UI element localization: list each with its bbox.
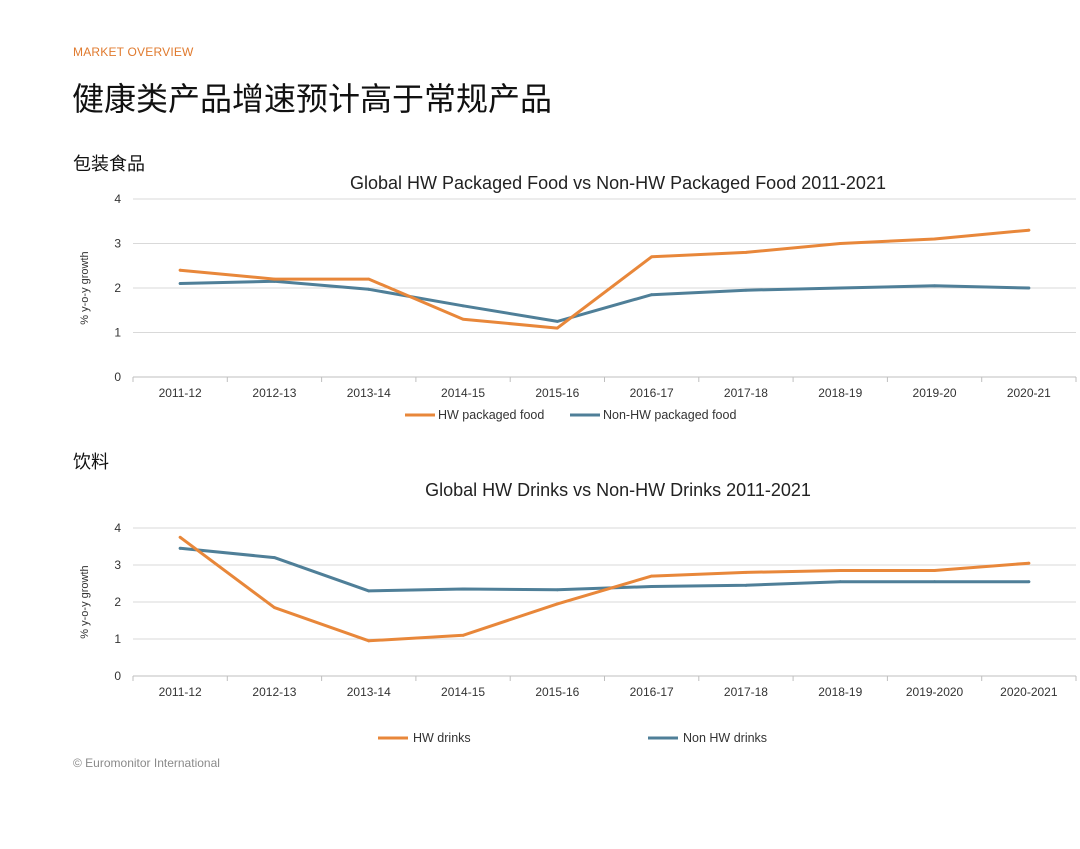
legend-label: HW packaged food bbox=[438, 408, 544, 422]
x-tick-label: 2011-12 bbox=[159, 685, 202, 699]
data-point bbox=[933, 284, 936, 288]
x-tick-label: 2020-2021 bbox=[1000, 685, 1058, 699]
data-point bbox=[178, 535, 182, 539]
x-tick-label: 2012-13 bbox=[252, 386, 296, 400]
data-point bbox=[838, 580, 842, 584]
x-tick-label: 2014-15 bbox=[441, 386, 485, 400]
y-tick-label: 4 bbox=[114, 521, 121, 535]
data-point bbox=[555, 602, 559, 606]
y-tick-label: 0 bbox=[114, 669, 121, 683]
data-point bbox=[273, 556, 276, 559]
data-point bbox=[273, 279, 276, 283]
x-tick-label: 2018-19 bbox=[818, 386, 862, 400]
data-point bbox=[555, 588, 559, 592]
y-tick-label: 3 bbox=[114, 558, 121, 572]
series-line-0 bbox=[178, 228, 1031, 330]
data-point bbox=[273, 277, 276, 281]
data-point bbox=[933, 237, 936, 241]
x-tick-label: 2016-17 bbox=[630, 685, 674, 699]
chart-packaged-food: Global HW Packaged Food vs Non-HW Packag… bbox=[0, 160, 1080, 440]
data-point bbox=[744, 251, 748, 254]
x-tick-label: 2015-16 bbox=[535, 685, 579, 699]
data-point bbox=[838, 286, 842, 290]
data-point bbox=[1027, 286, 1031, 290]
data-point bbox=[367, 287, 371, 291]
section-label-drinks: 饮料 bbox=[73, 452, 109, 473]
data-point bbox=[367, 589, 371, 593]
y-tick-label: 1 bbox=[114, 326, 121, 340]
x-tick-label: 2013-14 bbox=[347, 386, 391, 400]
page-title: 健康类产品增速预计高于常规产品 bbox=[72, 80, 553, 118]
legend-label: Non-HW packaged food bbox=[603, 408, 736, 422]
data-point bbox=[367, 277, 371, 281]
x-tick-label: 2015-16 bbox=[535, 386, 579, 400]
x-tick-label: 2014-15 bbox=[441, 685, 485, 699]
data-point bbox=[1027, 228, 1031, 232]
x-tick-label: 2019-20 bbox=[913, 386, 957, 400]
chart-drinks-svg: Global HW Drinks vs Non-HW Drinks 2011-2… bbox=[79, 480, 1077, 745]
series-line-1 bbox=[178, 279, 1031, 323]
data-point bbox=[744, 571, 748, 574]
x-tick-label: 2017-18 bbox=[724, 685, 768, 699]
section-label-packaged-food: 包装食品 bbox=[73, 154, 145, 175]
data-point bbox=[178, 546, 182, 550]
data-point bbox=[744, 583, 748, 587]
y-axis-label: % y-o-y growth bbox=[79, 251, 91, 324]
data-point bbox=[461, 587, 465, 591]
data-point bbox=[461, 633, 465, 637]
data-point bbox=[461, 317, 465, 321]
series-line-1 bbox=[178, 546, 1031, 593]
x-tick-label: 2012-13 bbox=[252, 685, 296, 699]
x-tick-label: 2019-2020 bbox=[906, 685, 964, 699]
data-point bbox=[650, 585, 654, 588]
data-point bbox=[838, 569, 842, 572]
data-point bbox=[461, 304, 465, 308]
y-tick-label: 2 bbox=[114, 595, 121, 609]
x-tick-label: 2018-19 bbox=[818, 685, 862, 699]
y-tick-label: 3 bbox=[114, 237, 121, 251]
chart-packaged-food-svg: Global HW Packaged Food vs Non-HW Packag… bbox=[79, 173, 1077, 422]
data-point bbox=[555, 319, 559, 323]
kicker-label: MARKET OVERVIEW bbox=[73, 45, 194, 59]
x-tick-label: 2020-21 bbox=[1007, 386, 1051, 400]
data-point bbox=[555, 326, 559, 330]
y-tick-label: 0 bbox=[114, 370, 121, 384]
chart-title: Global HW Drinks vs Non-HW Drinks 2011-2… bbox=[425, 480, 811, 500]
data-point bbox=[838, 242, 842, 245]
data-point bbox=[933, 580, 936, 584]
data-point bbox=[744, 288, 748, 292]
x-tick-label: 2017-18 bbox=[724, 386, 768, 400]
data-point bbox=[178, 268, 182, 272]
y-axis-label: % y-o-y growth bbox=[79, 565, 91, 638]
chart-drinks: Global HW Drinks vs Non-HW Drinks 2011-2… bbox=[0, 470, 1080, 760]
data-point bbox=[367, 639, 371, 643]
y-tick-label: 4 bbox=[114, 192, 121, 206]
y-tick-label: 1 bbox=[114, 632, 121, 646]
legend-label: HW drinks bbox=[413, 731, 471, 745]
data-point bbox=[178, 282, 182, 285]
data-point bbox=[1027, 580, 1031, 584]
source-credit: © Euromonitor International bbox=[73, 756, 220, 770]
data-point bbox=[273, 606, 276, 609]
x-tick-label: 2013-14 bbox=[347, 685, 391, 699]
x-tick-label: 2011-12 bbox=[159, 386, 202, 400]
data-point bbox=[650, 255, 654, 259]
y-tick-label: 2 bbox=[114, 281, 121, 295]
data-point bbox=[1027, 561, 1031, 565]
data-point bbox=[650, 574, 654, 578]
series-line-0 bbox=[178, 535, 1031, 643]
data-point bbox=[933, 569, 936, 572]
chart-title: Global HW Packaged Food vs Non-HW Packag… bbox=[350, 173, 886, 193]
data-point bbox=[650, 293, 654, 297]
x-tick-label: 2016-17 bbox=[630, 386, 674, 400]
legend-label: Non HW drinks bbox=[683, 731, 767, 745]
